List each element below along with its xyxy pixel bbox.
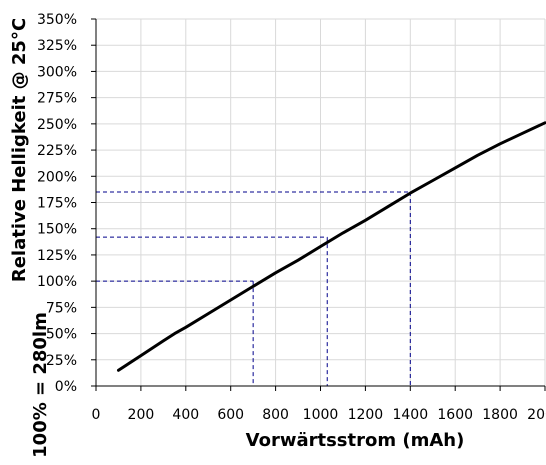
x-tick-labels: 0 200 400 600 800 1000 1200 1400 1600 1800 2000 <box>92 407 546 423</box>
grid <box>95 18 546 387</box>
x-axis-label: Vorwärtsstrom (mAh) <box>246 430 465 451</box>
x-tick-label-5: 1000 <box>303 407 339 423</box>
y-tick-label-9: 225% <box>37 143 77 159</box>
y-tick-label-13: 325% <box>37 38 77 54</box>
y-tick-label-3: 75% <box>46 300 77 316</box>
x-tick-label-8: 1600 <box>437 407 473 423</box>
y-tick-labels: 0% 25% 50% 75% 100% 125% 150% 175% 200% 225% 250% 2… <box>37 12 77 395</box>
y-tick-label-12: 300% <box>37 64 77 80</box>
y-tick-label-0: 0% <box>55 379 77 395</box>
y-tick-label-2: 50% <box>46 327 77 343</box>
axes <box>91 18 546 391</box>
x-tick-label-10: 2000 <box>527 407 546 423</box>
x-tick-label-0: 0 <box>92 407 101 423</box>
y-tick-label-8: 200% <box>37 169 77 185</box>
x-tick-label-2: 400 <box>172 407 199 423</box>
x-tick-label-9: 1800 <box>482 407 518 423</box>
y-tick-label-14: 350% <box>37 12 77 28</box>
reference-lines <box>96 191 411 386</box>
y-tick-label-1: 25% <box>46 353 77 369</box>
series-line-0 <box>117 121 546 372</box>
x-tick-label-7: 1400 <box>392 407 428 423</box>
y-tick-label-5: 125% <box>37 248 77 264</box>
y-tick-label-7: 175% <box>37 196 77 212</box>
x-tick-label-1: 200 <box>128 407 155 423</box>
y-tick-label-4: 100% <box>37 274 77 290</box>
y-tick-label-10: 250% <box>37 117 77 133</box>
y-axis-label: Relative Helligkeit @ 25°C <box>9 18 30 282</box>
x-tick-label-6: 1200 <box>348 407 384 423</box>
x-tick-label-3: 600 <box>217 407 244 423</box>
x-tick-label-4: 800 <box>262 407 289 423</box>
y-tick-label-11: 275% <box>37 91 77 107</box>
y-axis-label-2: 100% = 280lm <box>30 312 51 458</box>
series <box>117 121 546 372</box>
y-tick-label-6: 150% <box>37 222 77 238</box>
